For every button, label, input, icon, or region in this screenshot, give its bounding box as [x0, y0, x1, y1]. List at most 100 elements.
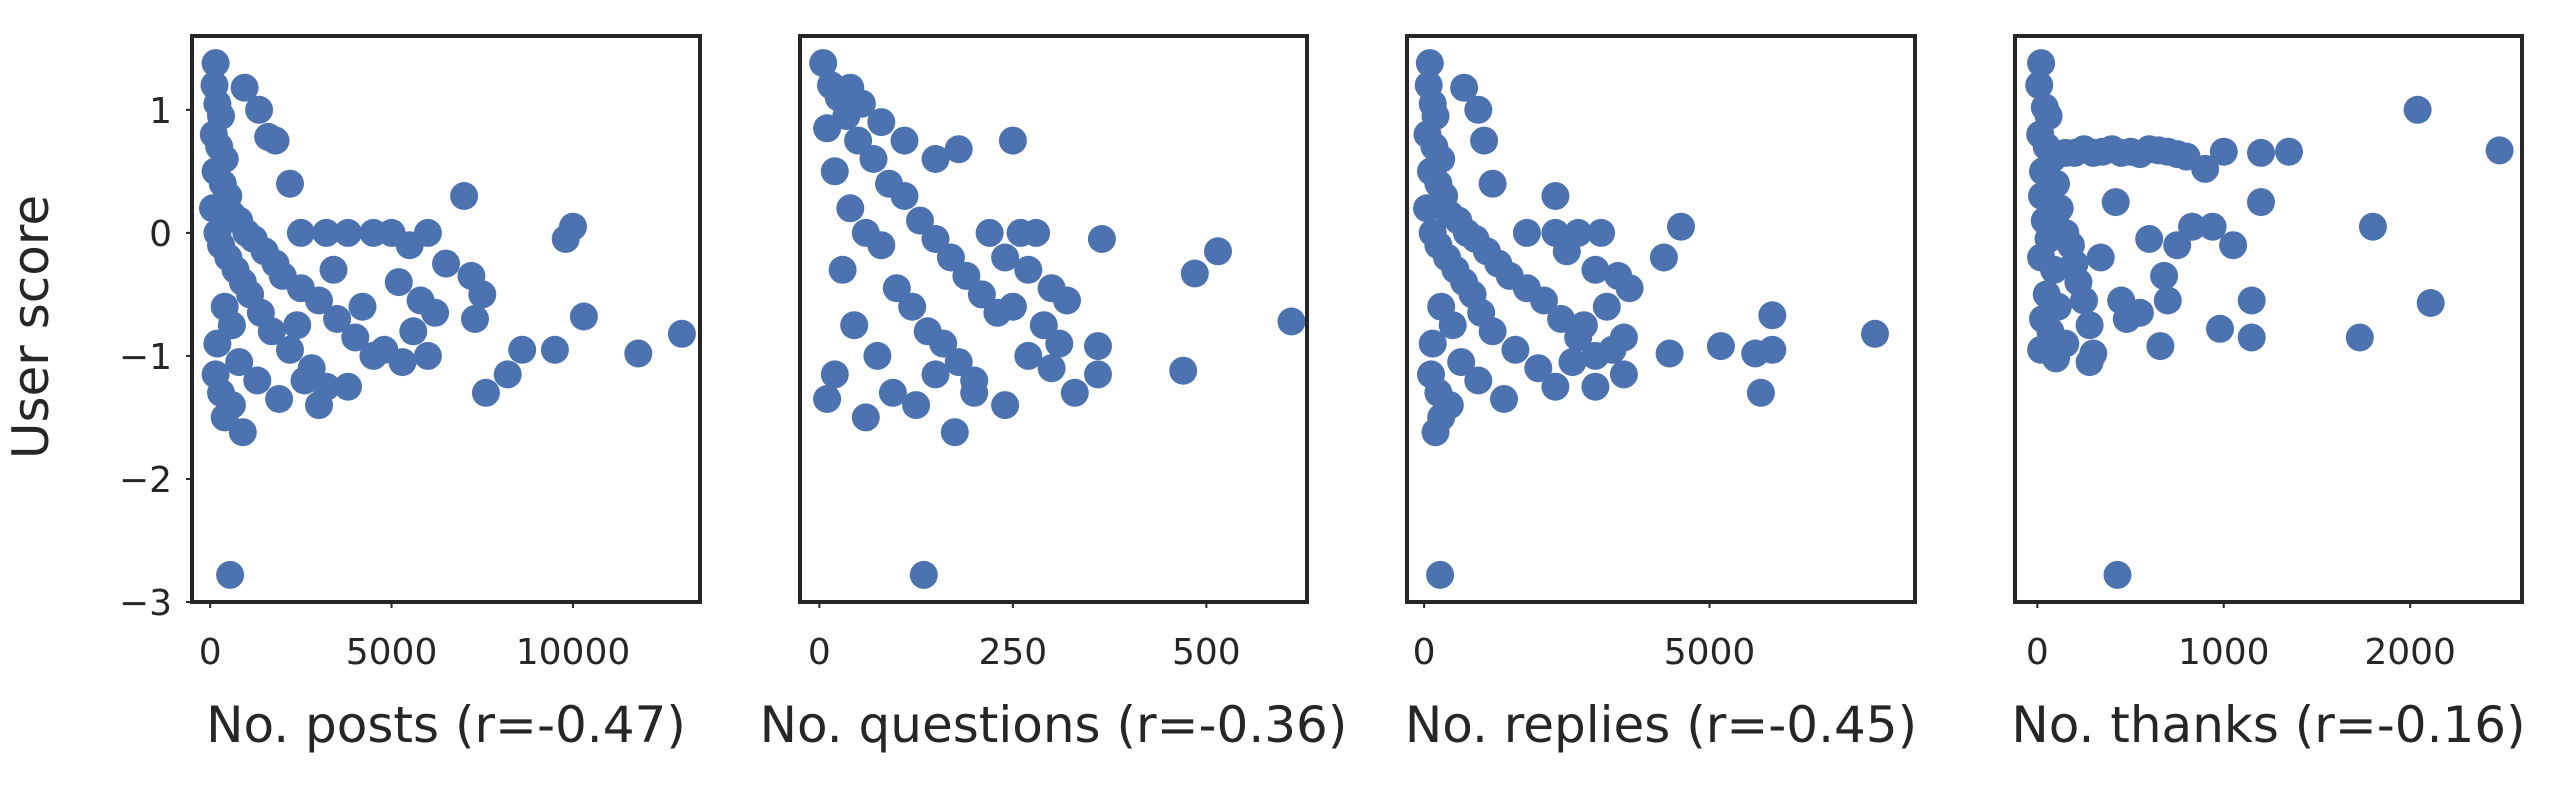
data-point [1053, 286, 1081, 315]
data-point [975, 218, 1004, 247]
data-point [2403, 95, 2432, 124]
data-point [940, 418, 969, 447]
data-point [2153, 286, 2182, 315]
data-point [2101, 188, 2130, 217]
data-point [399, 317, 428, 346]
data-point [283, 311, 312, 340]
data-point [863, 341, 892, 370]
data-point [828, 255, 857, 284]
data-point [2219, 231, 2248, 260]
data-point [290, 366, 319, 395]
data-point [265, 385, 294, 413]
points-group [1413, 49, 1889, 589]
x-tick-label: 0 [2026, 632, 2049, 673]
data-point [2135, 225, 2164, 253]
data-point [851, 403, 880, 432]
data-point [1426, 560, 1455, 589]
data-point [2150, 261, 2179, 290]
data-point [413, 341, 442, 370]
data-point [909, 560, 938, 589]
panel-4: 0 1000 2000 No. thanks (r=-0.16) [2011, 34, 2526, 754]
data-point [1277, 307, 1306, 336]
data-point [813, 385, 842, 413]
shared-y-axis-label: User score [2, 195, 60, 459]
data-point [898, 292, 927, 321]
data-point [1037, 354, 1066, 383]
data-point [1022, 218, 1051, 247]
data-point [2146, 332, 2175, 361]
panel-1: 0 5000 10000 1 0 −1 −2 −3 No. posts (r=-0.47) [119, 34, 702, 754]
data-point [286, 218, 315, 247]
points-group [2025, 49, 2514, 589]
data-point [203, 329, 232, 358]
data-point [1552, 237, 1581, 266]
data-point [867, 231, 896, 260]
data-point [1592, 292, 1621, 321]
data-point [334, 372, 362, 401]
data-point [1524, 354, 1553, 383]
x-tick-label: 250 [979, 632, 1048, 673]
data-point [921, 225, 950, 253]
data-point [1581, 255, 1610, 284]
x-tick-label: 0 [808, 632, 831, 673]
axes-frame [1405, 34, 1917, 604]
data-point [228, 418, 257, 447]
data-point [952, 261, 981, 290]
axes-frame [190, 34, 702, 604]
data-point [867, 108, 896, 137]
data-point [2070, 286, 2098, 315]
data-point [944, 135, 973, 164]
data-point [323, 305, 352, 333]
data-point [1464, 95, 1493, 124]
data-point [967, 280, 996, 309]
data-point [836, 194, 865, 223]
data-point [341, 323, 370, 352]
data-point [1204, 237, 1232, 266]
data-point [960, 378, 989, 407]
data-point [2042, 344, 2070, 373]
data-point [847, 89, 876, 118]
data-point [2237, 286, 2266, 315]
data-point [1861, 319, 1889, 348]
data-point [1541, 182, 1570, 210]
data-point [2103, 560, 2132, 589]
x-tick-label: 2000 [2364, 632, 2456, 673]
data-point [844, 126, 873, 155]
data-point [1541, 372, 1570, 401]
data-point [1060, 378, 1089, 407]
panel-2: 0 250 500 No. questions (r=-0.36) [760, 34, 1347, 754]
data-point [890, 182, 919, 210]
x-tick-label: 5000 [1664, 632, 1756, 673]
data-point [944, 348, 973, 377]
data-point [624, 339, 653, 368]
data-point [388, 348, 417, 377]
data-point [1569, 311, 1598, 340]
x-tick-label: 0 [199, 632, 222, 673]
x-tick-label: 10000 [516, 632, 631, 673]
data-point [1587, 218, 1616, 247]
data-point [1581, 372, 1610, 401]
data-point [1598, 335, 1627, 364]
data-point [1547, 305, 1576, 333]
points-group [809, 49, 1306, 589]
data-point [276, 335, 304, 364]
data-point [1421, 418, 1450, 447]
data-point [2345, 323, 2374, 352]
data-point [1014, 341, 1043, 370]
data-point [261, 126, 290, 155]
data-point [2191, 154, 2220, 183]
data-point [230, 73, 259, 102]
data-point [395, 231, 424, 260]
x-tick-label: 5000 [346, 632, 438, 673]
data-point [991, 243, 1020, 272]
data-point [1450, 73, 1479, 102]
data-point [2198, 212, 2227, 241]
data-point [2178, 212, 2207, 241]
data-point [2086, 243, 2115, 272]
data-point [1180, 259, 1209, 288]
points-group [199, 49, 696, 589]
data-point [384, 268, 413, 297]
data-point [1084, 360, 1112, 389]
data-point [1478, 169, 1507, 198]
data-point [1478, 317, 1507, 346]
